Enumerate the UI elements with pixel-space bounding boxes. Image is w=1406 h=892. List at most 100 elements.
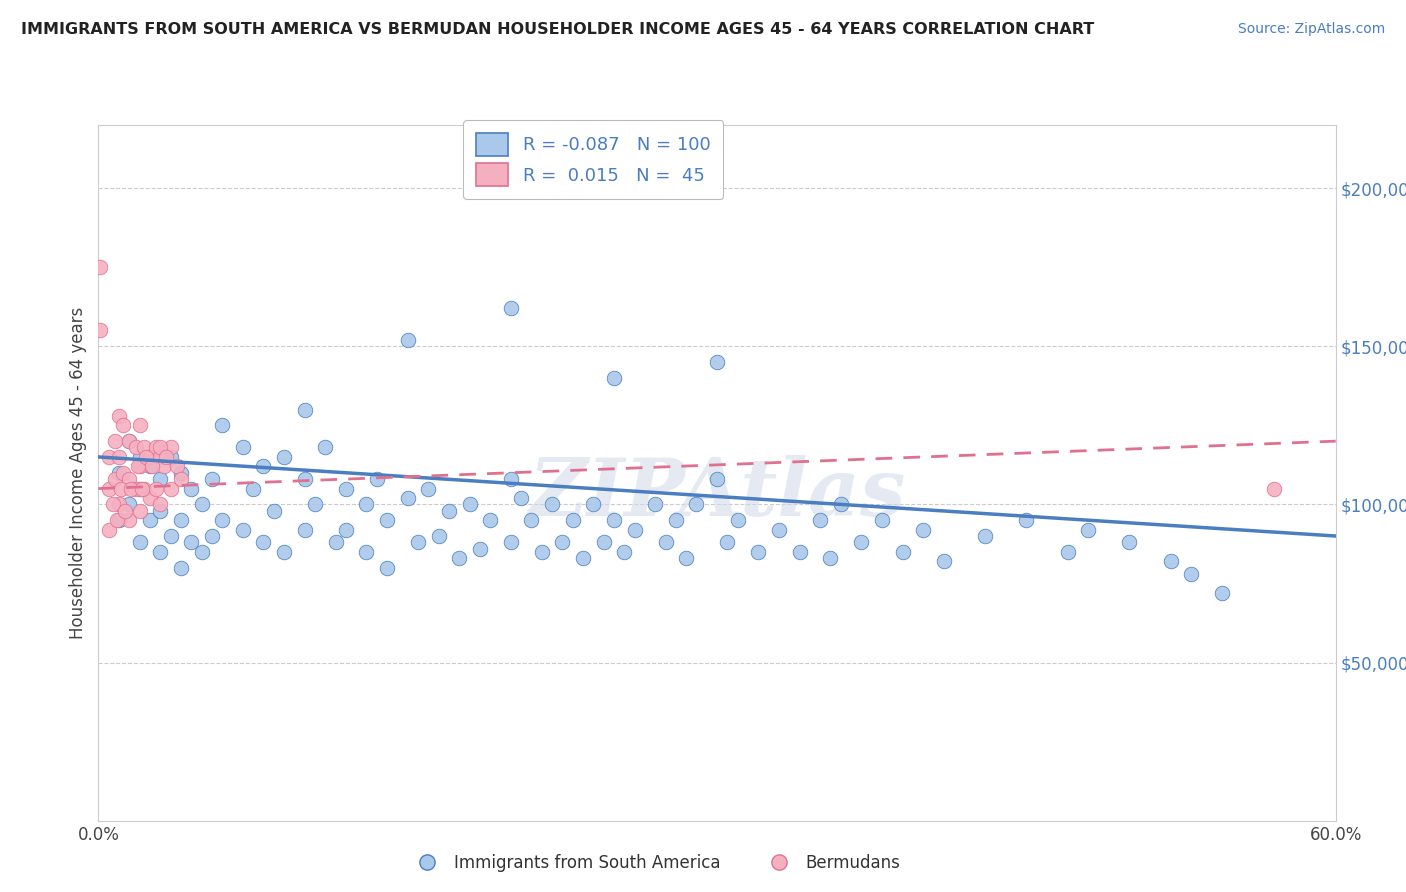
Point bbox=[375, 513, 398, 527]
Point bbox=[294, 402, 316, 417]
Text: Source: ZipAtlas.com: Source: ZipAtlas.com bbox=[1237, 22, 1385, 37]
Point bbox=[808, 513, 831, 527]
Point bbox=[211, 513, 233, 527]
Point bbox=[851, 535, 873, 549]
Point bbox=[112, 418, 135, 433]
Point bbox=[603, 513, 626, 527]
Point bbox=[128, 450, 150, 464]
Point bbox=[789, 545, 811, 559]
Text: IMMIGRANTS FROM SOUTH AMERICA VS BERMUDAN HOUSEHOLDER INCOME AGES 45 - 64 YEARS : IMMIGRANTS FROM SOUTH AMERICA VS BERMUDA… bbox=[21, 22, 1094, 37]
Point bbox=[120, 482, 142, 496]
Point bbox=[124, 482, 146, 496]
Point bbox=[273, 450, 295, 464]
Point bbox=[375, 560, 398, 574]
Point bbox=[127, 459, 149, 474]
Point bbox=[335, 523, 357, 537]
Point bbox=[128, 482, 150, 496]
Point bbox=[128, 504, 150, 518]
Point bbox=[108, 409, 131, 423]
Point bbox=[335, 482, 357, 496]
Point bbox=[110, 482, 132, 496]
Point bbox=[551, 535, 574, 549]
Point bbox=[166, 459, 188, 474]
Point bbox=[101, 497, 124, 511]
Point bbox=[1263, 482, 1285, 496]
Point bbox=[541, 497, 564, 511]
Point bbox=[706, 355, 728, 369]
Point bbox=[108, 497, 131, 511]
Point bbox=[263, 504, 285, 518]
Point bbox=[654, 535, 676, 549]
Point bbox=[499, 472, 522, 486]
Point bbox=[170, 513, 193, 527]
Point bbox=[706, 472, 728, 486]
Text: ZIPAtlas: ZIPAtlas bbox=[529, 455, 905, 533]
Point bbox=[149, 450, 172, 464]
Point bbox=[870, 513, 893, 527]
Point bbox=[108, 466, 131, 480]
Point bbox=[118, 434, 141, 449]
Point bbox=[232, 523, 254, 537]
Point bbox=[149, 497, 172, 511]
Point bbox=[685, 497, 707, 511]
Point bbox=[149, 545, 172, 559]
Point bbox=[499, 301, 522, 316]
Point bbox=[325, 535, 347, 549]
Point bbox=[159, 441, 181, 455]
Point bbox=[89, 260, 111, 275]
Point bbox=[479, 513, 502, 527]
Point bbox=[356, 545, 378, 559]
Point bbox=[190, 497, 212, 511]
Point bbox=[131, 482, 153, 496]
Point bbox=[132, 441, 155, 455]
Point bbox=[139, 450, 162, 464]
Point bbox=[449, 551, 471, 566]
Point bbox=[830, 497, 852, 511]
Point bbox=[974, 529, 997, 543]
Point bbox=[1160, 554, 1182, 568]
Point bbox=[458, 497, 481, 511]
Point bbox=[396, 491, 419, 505]
Point bbox=[572, 551, 595, 566]
Point bbox=[108, 513, 131, 527]
Point bbox=[139, 491, 162, 505]
Point bbox=[145, 441, 167, 455]
Point bbox=[891, 545, 914, 559]
Point bbox=[716, 535, 738, 549]
Point bbox=[232, 441, 254, 455]
Point bbox=[201, 472, 224, 486]
Y-axis label: Householder Income Ages 45 - 64 years: Householder Income Ages 45 - 64 years bbox=[69, 307, 87, 639]
Point bbox=[159, 482, 181, 496]
Point bbox=[128, 459, 150, 474]
Point bbox=[820, 551, 842, 566]
Point bbox=[118, 497, 141, 511]
Point bbox=[141, 459, 163, 474]
Point bbox=[592, 535, 614, 549]
Point bbox=[1118, 535, 1140, 549]
Point bbox=[396, 333, 419, 347]
Point bbox=[155, 450, 177, 464]
Point bbox=[613, 545, 636, 559]
Point bbox=[582, 497, 605, 511]
Point bbox=[118, 513, 141, 527]
Point bbox=[427, 529, 450, 543]
Point bbox=[675, 551, 697, 566]
Point bbox=[252, 535, 274, 549]
Point bbox=[932, 554, 955, 568]
Point bbox=[356, 497, 378, 511]
Point bbox=[437, 504, 460, 518]
Point bbox=[665, 513, 688, 527]
Point bbox=[112, 466, 135, 480]
Point bbox=[118, 434, 141, 449]
Point bbox=[747, 545, 769, 559]
Point bbox=[135, 450, 157, 464]
Point bbox=[530, 545, 553, 559]
Point bbox=[1180, 566, 1202, 581]
Point bbox=[468, 541, 491, 556]
Point bbox=[149, 441, 172, 455]
Point bbox=[242, 482, 264, 496]
Point bbox=[159, 529, 181, 543]
Point bbox=[170, 472, 193, 486]
Point bbox=[768, 523, 790, 537]
Point bbox=[252, 459, 274, 474]
